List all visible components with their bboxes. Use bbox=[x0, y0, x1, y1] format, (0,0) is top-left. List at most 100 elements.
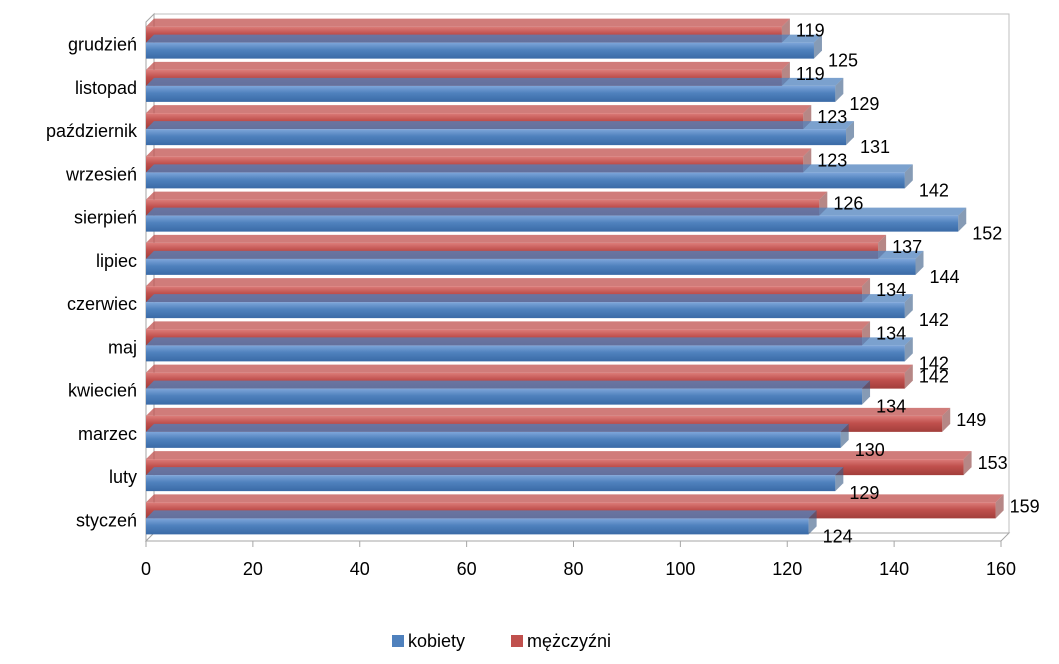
bar-end-face bbox=[958, 207, 967, 232]
category-label: listopad bbox=[75, 78, 137, 98]
bar-top-face bbox=[146, 364, 913, 373]
bar-top-face bbox=[146, 451, 972, 460]
x-tick-label: 40 bbox=[350, 559, 370, 579]
data-label: 149 bbox=[956, 410, 986, 430]
data-label: 142 bbox=[919, 353, 949, 373]
bar-top-face bbox=[146, 61, 790, 70]
bar-top-face bbox=[146, 467, 844, 476]
bars-group bbox=[146, 18, 1004, 535]
bar-top-face bbox=[146, 337, 913, 346]
data-label: 129 bbox=[849, 94, 879, 114]
bar-end-face bbox=[995, 494, 1004, 519]
legend-label-kobiety: kobiety bbox=[408, 631, 465, 651]
bar-front-face bbox=[146, 215, 959, 232]
bar-end-face bbox=[915, 250, 924, 275]
bar-end-face bbox=[835, 77, 844, 102]
bar-front-face bbox=[146, 345, 905, 362]
bar-front-face bbox=[146, 172, 905, 189]
bar-top-face bbox=[146, 77, 844, 86]
x-tick-label: 80 bbox=[563, 559, 583, 579]
data-label: 153 bbox=[978, 453, 1008, 473]
bar-kobiety bbox=[146, 337, 913, 362]
bar-top-face bbox=[146, 294, 913, 303]
bar-top-face bbox=[146, 407, 951, 416]
x-tick-label: 160 bbox=[986, 559, 1016, 579]
category-label: czerwiec bbox=[67, 294, 137, 314]
x-tick-label: 20 bbox=[243, 559, 263, 579]
category-label: grudzień bbox=[68, 35, 137, 55]
bar-kobiety bbox=[146, 121, 855, 146]
legend-label-mezczyzni: mężczyźni bbox=[527, 631, 611, 651]
bar-top-face bbox=[146, 423, 849, 432]
bar-end-face bbox=[942, 407, 951, 432]
data-label: 130 bbox=[855, 440, 885, 460]
bar-top-face bbox=[146, 510, 817, 519]
data-label: 142 bbox=[919, 367, 949, 387]
plot-walls bbox=[144, 12, 1011, 543]
bar-end-face bbox=[840, 423, 849, 448]
bar-top-face bbox=[146, 34, 822, 43]
bar-kobiety bbox=[146, 510, 817, 535]
bar-front-face bbox=[146, 518, 809, 535]
legend-swatch bbox=[511, 635, 523, 647]
data-label: 131 bbox=[860, 137, 890, 157]
bar-front-face bbox=[146, 302, 905, 319]
data-label: 137 bbox=[892, 237, 922, 257]
back-wall-edge bbox=[154, 13, 1010, 533]
bar-kobiety bbox=[146, 380, 871, 405]
data-label: 126 bbox=[833, 194, 863, 214]
category-label: październik bbox=[46, 121, 138, 141]
bar-kobiety bbox=[146, 294, 913, 319]
data-label: 159 bbox=[1010, 496, 1040, 516]
bar-top-face bbox=[146, 105, 812, 114]
bar-front-face bbox=[146, 42, 814, 59]
bar-end-face bbox=[904, 364, 913, 389]
bar-front-face bbox=[146, 258, 916, 275]
bar-top-face bbox=[146, 207, 967, 216]
x-tick-label: 60 bbox=[457, 559, 477, 579]
bar-front-face bbox=[146, 85, 836, 102]
bar-top-face bbox=[146, 18, 790, 27]
legend-swatch bbox=[392, 635, 404, 647]
data-label: 129 bbox=[849, 483, 879, 503]
bar-kobiety bbox=[146, 207, 967, 232]
bar-kobiety bbox=[146, 77, 844, 102]
x-tick-label: 0 bbox=[141, 559, 151, 579]
category-label: maj bbox=[108, 337, 137, 357]
bar-end-face bbox=[904, 337, 913, 362]
x-tick-label: 140 bbox=[879, 559, 909, 579]
x-axis-ticks: 0 20 40 60 80 100 120 140 160 bbox=[141, 541, 1016, 579]
data-label: 119 bbox=[796, 64, 825, 84]
bar-front-face bbox=[146, 431, 841, 448]
category-label: wrzesień bbox=[65, 164, 137, 184]
bar-end-face bbox=[904, 294, 913, 319]
bar-top-face bbox=[146, 121, 855, 130]
legend: kobiety mężczyźni bbox=[392, 631, 611, 651]
bar-kobiety bbox=[146, 250, 924, 275]
bar-kobiety bbox=[146, 423, 849, 448]
bar-front-face bbox=[146, 388, 863, 405]
bar-kobiety bbox=[146, 34, 822, 59]
bar-top-face bbox=[146, 380, 871, 389]
category-label: marzec bbox=[78, 424, 137, 444]
data-labels: 1191251191291231311231421261521371441341… bbox=[796, 21, 1040, 547]
bar-kobiety bbox=[146, 467, 844, 492]
data-label: 142 bbox=[919, 310, 949, 330]
bar-end-face bbox=[963, 451, 972, 476]
bar-top-face bbox=[146, 164, 913, 173]
data-label: 152 bbox=[972, 224, 1002, 244]
x-tick-label: 120 bbox=[772, 559, 802, 579]
data-label: 125 bbox=[828, 51, 858, 71]
bar-top-face bbox=[146, 321, 871, 330]
data-label: 123 bbox=[817, 150, 847, 170]
bar-kobiety bbox=[146, 164, 913, 189]
bar-end-face bbox=[862, 380, 871, 405]
bar-top-face bbox=[146, 250, 924, 259]
category-label: luty bbox=[109, 467, 137, 487]
data-label: 144 bbox=[930, 267, 960, 287]
category-labels: grudzień listopad październik wrzesień sierp… bbox=[46, 35, 138, 531]
bar-front-face bbox=[146, 475, 836, 492]
data-label: 134 bbox=[876, 397, 906, 417]
